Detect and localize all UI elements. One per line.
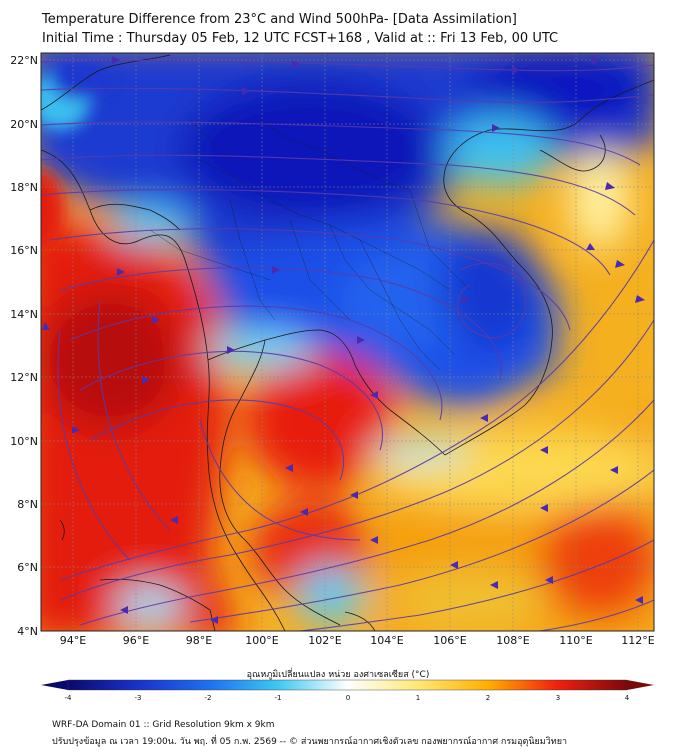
longitude-labels: 94°E 96°E 98°E 100°E 102°E 104°E 106°E 1…	[60, 634, 655, 647]
lat-label: 12°N	[10, 371, 38, 384]
lat-label: 20°N	[10, 118, 38, 131]
lat-label: 14°N	[10, 308, 38, 321]
footer-credit: ปรับปรุงข้อมูล ณ เวลา 19:00น. วัน พฤ. ที…	[52, 737, 568, 747]
colorbar-tick: -4	[64, 694, 72, 702]
colorbar-tick: -3	[134, 694, 142, 702]
lat-label: 22°N	[10, 54, 38, 67]
map-title: Temperature Difference from 23°C and Win…	[42, 12, 517, 27]
lat-label: 6°N	[17, 561, 38, 574]
lat-label: 4°N	[17, 625, 38, 638]
lon-label: 100°E	[245, 634, 278, 647]
latitude-labels: 22°N 20°N 18°N 16°N 14°N 12°N 10°N 8°N 6…	[10, 54, 38, 638]
colorbar-tick: 4	[624, 694, 630, 702]
lat-label: 10°N	[10, 435, 38, 448]
graticule	[41, 53, 654, 631]
lon-label: 98°E	[186, 634, 212, 647]
colorbar-tick: 3	[555, 694, 561, 702]
colorbar	[41, 679, 654, 691]
coastlines	[41, 54, 654, 631]
lon-label: 108°E	[496, 634, 529, 647]
footer-model-info: WRF-DA Domain 01 :: Grid Resolution 9km …	[52, 720, 275, 730]
lon-label: 112°E	[621, 634, 654, 647]
map-frame	[40, 52, 655, 632]
colorbar-tick: -1	[274, 694, 282, 702]
map-subtitle: Initial Time : Thursday 05 Feb, 12 UTC F…	[42, 31, 559, 46]
colorbar-title: อุณหภูมิเปลี่ยนแปลง หน่วย องศาเซลเซียส (…	[246, 670, 430, 680]
colorbar-tick: 2	[485, 694, 491, 702]
lon-label: 94°E	[60, 634, 86, 647]
wind-streamlines	[41, 59, 654, 631]
colorbar-tick: 1	[415, 694, 421, 702]
lon-label: 110°E	[559, 634, 592, 647]
lon-label: 96°E	[123, 634, 149, 647]
lat-label: 16°N	[10, 244, 38, 257]
lon-label: 106°E	[433, 634, 466, 647]
lon-label: 102°E	[308, 634, 341, 647]
wind-arrowheads	[42, 56, 645, 624]
temperature-field	[41, 53, 654, 631]
lon-label: 104°E	[370, 634, 403, 647]
lat-label: 18°N	[10, 181, 38, 194]
lat-label: 8°N	[17, 498, 38, 511]
colorbar-tick: -2	[204, 694, 212, 702]
colorbar-tick: 0	[345, 694, 351, 702]
